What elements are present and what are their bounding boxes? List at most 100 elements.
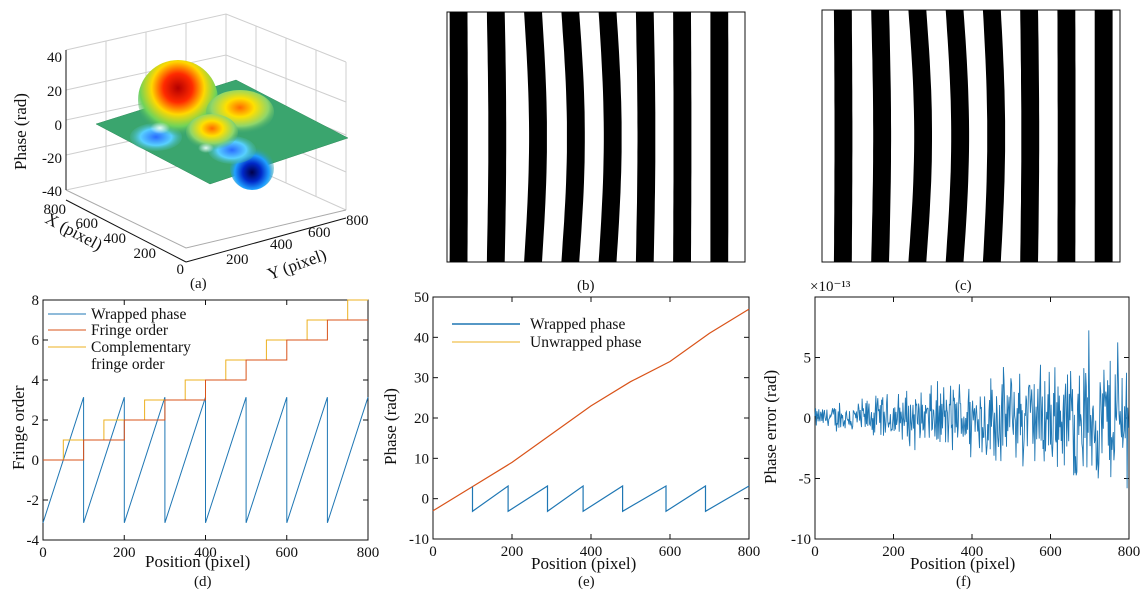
y-tick-label: 8 [32, 293, 40, 309]
fringe-stripe [486, 12, 507, 262]
legend-e: Wrapped phase Unwrapped phase [452, 316, 642, 351]
series-e [432, 308, 750, 513]
y-tick-label: 4 [32, 373, 40, 389]
scale-exponent: ×10⁻¹³ [810, 279, 851, 295]
y-tick-label: -10 [409, 532, 429, 548]
x-tick-label: 600 [276, 545, 299, 561]
x-tick-label: 200 [882, 544, 905, 560]
x-tick-label: 400 [961, 544, 984, 560]
fringe-stripe [598, 12, 622, 262]
fringe-stripe [449, 12, 468, 262]
x-axis-label-e: Position (pixel) [531, 554, 636, 573]
x-tick-label: 400 [194, 545, 217, 561]
x-tick-labels-3d: 800 600 400 200 0 [44, 202, 185, 278]
fringe-order-line [43, 319, 368, 461]
surface-plot-panel: 40 20 0 -20 -40 Phase (rad) 800 600 400 … [11, 13, 369, 292]
legend-label-unwrapped: Unwrapped phase [530, 334, 642, 351]
x-tick-label: 600 [659, 544, 682, 560]
legend-label-wrapped: Wrapped phase [91, 306, 186, 323]
x-tick-label: 800 [44, 202, 67, 218]
axes-f: 0 200 400 600 800 -10 -5 0 5 [791, 296, 1141, 560]
legend-label-wrapped: Wrapped phase [530, 316, 625, 333]
wrapped-phase-line [42, 397, 369, 523]
fringe-stripe [524, 12, 547, 262]
y-tick-label: 0 [32, 453, 40, 469]
fringe-pattern-c: (c) [821, 9, 1121, 294]
x-tick-label: 0 [39, 545, 47, 561]
z-tick-label: -40 [42, 184, 62, 200]
x-tick-label: 600 [76, 216, 99, 232]
panel-label-d: (d) [194, 574, 212, 590]
axes-d: 0 200 400 600 800 -4 -2 0 2 4 6 8 [27, 293, 380, 561]
surface-shine [198, 143, 214, 153]
x-tick-label: 600 [1039, 544, 1062, 560]
z-tick-label: 40 [47, 50, 62, 66]
x-tick-label: 800 [1118, 544, 1141, 560]
x-axis-label-d: Position (pixel) [145, 552, 250, 571]
x-tick-label: 800 [357, 545, 380, 561]
phase-error-line [814, 330, 1129, 489]
z-tick-label: 0 [55, 118, 63, 134]
fringe-stripe [908, 10, 932, 262]
legend-label-fringe-order: Fringe order [91, 322, 169, 339]
fringe-order-plot: 0 200 400 600 800 -4 -2 0 2 4 6 8 Wrapped phase Fri… [9, 293, 379, 590]
series-d [42, 299, 369, 523]
y-tick-label: 800 [346, 213, 369, 229]
x-tick-label: 200 [501, 544, 524, 560]
panel-label-e: (e) [578, 574, 595, 590]
panel-label-b: (b) [577, 278, 595, 294]
fringe-stripe [673, 12, 692, 262]
fringe-stripe [1020, 10, 1040, 262]
wrapped-phase-line [471, 484, 750, 513]
legend-label-complementary: Complementary fringe order [91, 339, 195, 373]
y-tick-label: 2 [32, 413, 40, 429]
y-tick-label: 600 [308, 225, 331, 241]
x-tick-label: 400 [580, 544, 603, 560]
y-tick-label: -2 [27, 493, 40, 509]
y-tick-label: 10 [414, 451, 429, 467]
y-tick-label: 6 [32, 333, 40, 349]
phase-error-plot: 0 200 400 600 800 -10 -5 0 5 ×10⁻¹³ Position (pi… [761, 279, 1140, 590]
y-tick-labels-3d: 200 400 600 800 [226, 213, 369, 268]
x-tick-label: 0 [429, 544, 437, 560]
fringe-stripe [635, 12, 656, 262]
fringe-stripe [1094, 10, 1113, 262]
y-tick-label: 30 [414, 371, 429, 387]
z-tick-label: 20 [47, 84, 62, 100]
unwrapped-phase-line [432, 308, 750, 512]
surface-peak [186, 114, 238, 150]
fringe-stripe [1057, 10, 1076, 262]
y-tick-label: 40 [414, 330, 429, 346]
y-axis-label-d: Fringe order [9, 385, 28, 470]
x-tick-label: 0 [177, 262, 185, 278]
y-tick-label: 200 [226, 252, 249, 268]
fringe-stripe [945, 10, 970, 262]
y-tick-label: -4 [27, 533, 40, 549]
z-tick-label: -20 [42, 151, 62, 167]
x-axis-label-f: Position (pixel) [910, 554, 1015, 573]
y-tick-label: -5 [799, 472, 812, 488]
3d-front-axes [65, 50, 347, 263]
y-tick-label: 5 [804, 351, 812, 367]
x-tick-label: 400 [104, 231, 127, 247]
series-f [814, 330, 1129, 489]
y-axis-label-e: Phase (rad) [381, 388, 400, 465]
fringe-stripe [561, 12, 585, 262]
fringe-pattern-b: (b) [446, 11, 746, 294]
fringe-stripes [833, 10, 1113, 262]
panel-label-a: (a) [190, 276, 207, 292]
surface-shine [150, 122, 170, 134]
legend-d: Wrapped phase Fringe order Complementary… [48, 306, 195, 373]
y-axis-label-f: Phase error (rad) [761, 370, 780, 484]
panel-label-c: (c) [955, 278, 972, 294]
y-tick-label: 20 [414, 411, 429, 427]
fringe-stripe [833, 10, 853, 262]
x-tick-label: 200 [134, 246, 157, 262]
z-tick-labels: 40 20 0 -20 -40 [42, 50, 62, 200]
fringe-stripe [982, 10, 1006, 262]
panel-label-f: (f) [956, 574, 971, 590]
y-tick-label: 400 [270, 237, 293, 253]
x-tick-label: 800 [738, 544, 761, 560]
